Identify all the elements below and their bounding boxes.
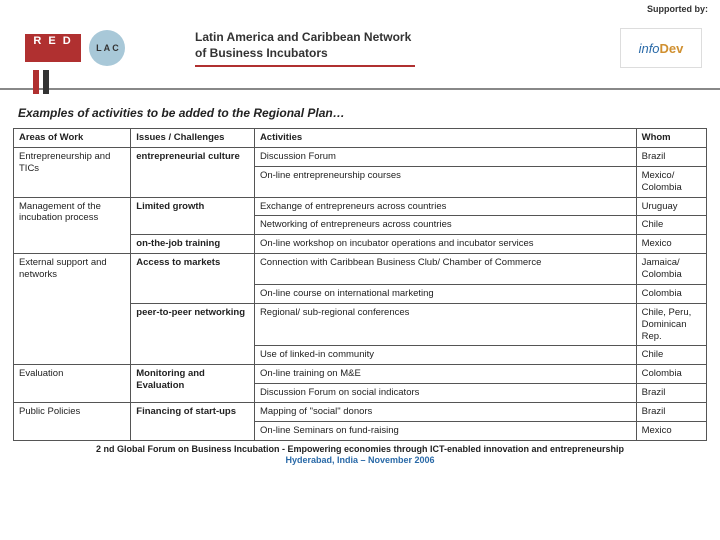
table-header-row: Areas of Work Issues / Challenges Activi… <box>14 129 707 148</box>
cell-whom: Brazil <box>636 403 706 422</box>
slide-header: Supported by: R E D L A C Latin America … <box>0 0 720 90</box>
redlac-logo: R E D L A C <box>25 30 150 72</box>
cell-whom: Chile <box>636 216 706 235</box>
cell-issue: peer-to-peer networking <box>131 303 255 365</box>
cell-area: Public Policies <box>14 403 131 441</box>
supported-by-label: Supported by: <box>647 4 708 14</box>
lac-circle-icon: L A C <box>89 30 125 66</box>
cell-issue: Access to markets <box>131 254 255 304</box>
cell-activity: Discussion Forum on social indicators <box>254 384 636 403</box>
cell-activity: On-line course on international marketin… <box>254 284 636 303</box>
cell-whom: Mexico/ Colombia <box>636 166 706 197</box>
col-whom: Whom <box>636 129 706 148</box>
cell-activity: On-line entrepreneurship courses <box>254 166 636 197</box>
cell-area: Evaluation <box>14 365 131 403</box>
cell-activity: Exchange of entrepreneurs across countri… <box>254 197 636 216</box>
cell-whom: Mexico <box>636 235 706 254</box>
section-subtitle: Examples of activities to be added to th… <box>18 106 720 120</box>
cell-whom: Brazil <box>636 384 706 403</box>
cell-issue: entrepreneurial culture <box>131 147 255 197</box>
cell-issue: Limited growth <box>131 197 255 235</box>
cell-activity: Discussion Forum <box>254 147 636 166</box>
cell-whom: Jamaica/ Colombia <box>636 254 706 285</box>
activities-table: Areas of Work Issues / Challenges Activi… <box>13 128 707 441</box>
table-row: Public PoliciesFinancing of start-upsMap… <box>14 403 707 422</box>
cell-issue: Monitoring and Evaluation <box>131 365 255 403</box>
slide-footer: 2 nd Global Forum on Business Incubation… <box>0 444 720 467</box>
table-row: Management of the incubation processLimi… <box>14 197 707 216</box>
cell-area: External support and networks <box>14 254 131 365</box>
cell-activity: Connection with Caribbean Business Club/… <box>254 254 636 285</box>
table-row: Entrepreneurship and TICsentrepreneurial… <box>14 147 707 166</box>
infodev-logo: infoDev <box>620 28 702 68</box>
cell-whom: Uruguay <box>636 197 706 216</box>
col-issues: Issues / Challenges <box>131 129 255 148</box>
cell-activity: Use of linked-in community <box>254 346 636 365</box>
red-box-icon: R E D <box>25 34 81 62</box>
battery-icon <box>29 66 53 98</box>
slide-title: Latin America and Caribbean Network of B… <box>195 30 415 67</box>
cell-activity: On-line workshop on incubator operations… <box>254 235 636 254</box>
cell-whom: Colombia <box>636 365 706 384</box>
cell-issue: on-the-job training <box>131 235 255 254</box>
col-areas: Areas of Work <box>14 129 131 148</box>
footer-line1: 2 nd Global Forum on Business Incubation… <box>0 444 720 455</box>
table-row: EvaluationMonitoring and EvaluationOn-li… <box>14 365 707 384</box>
table-row: External support and networksAccess to m… <box>14 254 707 285</box>
footer-line2: Hyderabad, India – November 2006 <box>0 455 720 466</box>
cell-activity: Regional/ sub-regional conferences <box>254 303 636 346</box>
cell-activity: On-line Seminars on fund-raising <box>254 421 636 440</box>
cell-whom: Brazil <box>636 147 706 166</box>
cell-activity: Networking of entrepreneurs across count… <box>254 216 636 235</box>
cell-whom: Colombia <box>636 284 706 303</box>
cell-whom: Chile <box>636 346 706 365</box>
cell-activity: On-line training on M&E <box>254 365 636 384</box>
col-activities: Activities <box>254 129 636 148</box>
cell-issue: Financing of start-ups <box>131 403 255 441</box>
cell-whom: Chile, Peru, Dominican Rep. <box>636 303 706 346</box>
cell-whom: Mexico <box>636 421 706 440</box>
cell-activity: Mapping of "social" donors <box>254 403 636 422</box>
cell-area: Entrepreneurship and TICs <box>14 147 131 197</box>
cell-area: Management of the incubation process <box>14 197 131 254</box>
